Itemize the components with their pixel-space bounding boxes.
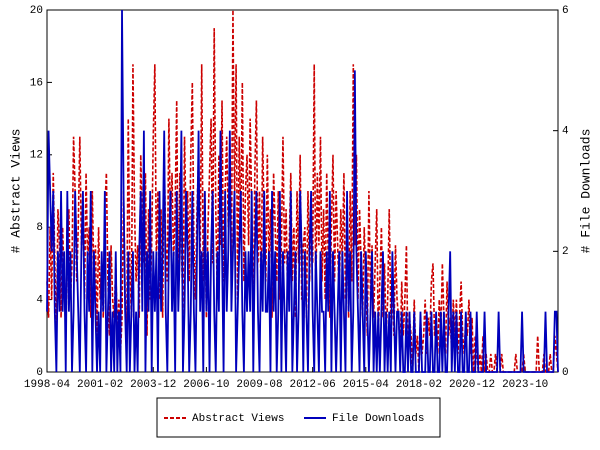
y2-axis-label: # File Downloads [578, 129, 593, 254]
y-axis-label: # Abstract Views [8, 129, 23, 254]
y-tick-label: 8 [36, 222, 43, 234]
x-tick-label: 1998-04 [24, 379, 71, 391]
y2-tick-label: 6 [562, 5, 569, 17]
x-tick-label: 2009-08 [236, 379, 282, 391]
legend-label: File Downloads [332, 413, 424, 425]
series-line [46, 9, 559, 373]
x-tick-label: 2001-02 [77, 379, 123, 391]
legend-box [156, 397, 441, 438]
series-line [46, 9, 559, 373]
x-tick-label: 2012-06 [290, 379, 336, 391]
x-tick-label: 2018-02 [396, 379, 442, 391]
y-tick-label: 4 [36, 295, 43, 307]
x-tick-label: 2006-10 [183, 379, 229, 391]
y2-tick-label: 2 [562, 246, 569, 258]
legend-label: Abstract Views [192, 413, 284, 425]
y-tick-label: 20 [30, 5, 43, 17]
y-tick-label: 16 [30, 77, 43, 89]
x-tick-label: 2003-12 [130, 379, 176, 391]
y-tick-label: 0 [36, 367, 43, 379]
y2-tick-label: 4 [562, 126, 569, 138]
y2-tick-label: 0 [562, 367, 569, 379]
x-tick-label: 2023-10 [502, 379, 548, 391]
y-tick-label: 12 [30, 150, 43, 162]
x-tick-label: 2015-04 [343, 379, 390, 391]
x-tick-label: 2020-12 [449, 379, 495, 391]
